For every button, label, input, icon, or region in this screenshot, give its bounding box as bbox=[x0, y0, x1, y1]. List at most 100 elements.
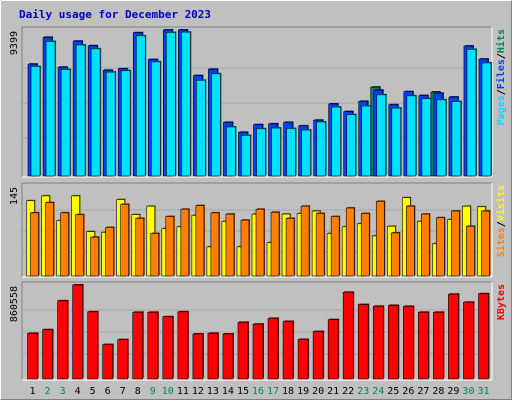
bar-pages bbox=[150, 61, 161, 177]
bar-pages bbox=[466, 48, 477, 177]
bar-sites bbox=[75, 214, 84, 277]
x-tick-label: 9 bbox=[150, 386, 156, 397]
bar-kbytes bbox=[72, 284, 83, 380]
bar-sites bbox=[481, 210, 490, 277]
bar-kbytes bbox=[372, 306, 384, 380]
bar-pages bbox=[45, 41, 56, 177]
bar-kbytes bbox=[192, 333, 204, 380]
x-tick-label: 3 bbox=[60, 386, 66, 397]
bar-pages bbox=[436, 99, 447, 177]
bar-kbytes bbox=[267, 318, 279, 380]
x-tick-label: 13 bbox=[207, 386, 219, 397]
x-tick-label: 31 bbox=[477, 386, 489, 397]
bar-pages bbox=[75, 44, 86, 177]
bar-kbytes bbox=[27, 333, 38, 380]
bar-sites bbox=[451, 210, 460, 277]
bar-sites bbox=[375, 201, 385, 277]
bar-pages bbox=[346, 114, 356, 177]
legend-entry-pages: Pages bbox=[496, 95, 507, 125]
bar-kbytes bbox=[252, 323, 264, 380]
bar-sites bbox=[255, 208, 265, 277]
legend-entry-hits: Hits bbox=[495, 29, 507, 53]
bar-kbytes bbox=[162, 316, 174, 380]
bar-sites bbox=[406, 205, 415, 277]
bar-sites bbox=[345, 207, 355, 277]
bar-pages bbox=[105, 71, 116, 177]
bar-sites bbox=[30, 212, 39, 277]
bar-kbytes bbox=[207, 333, 219, 380]
bar-kbytes bbox=[222, 333, 234, 380]
bar-sites bbox=[195, 205, 205, 277]
x-tick-label: 1 bbox=[30, 386, 36, 397]
bar-sites bbox=[180, 208, 190, 277]
bar-kbytes bbox=[357, 304, 369, 380]
bar-sites bbox=[300, 205, 310, 277]
bar-kbytes bbox=[433, 311, 444, 380]
bar-kbytes bbox=[342, 291, 354, 380]
bar-pages bbox=[316, 121, 326, 177]
bar-pages bbox=[241, 135, 251, 177]
bar-pages bbox=[481, 62, 492, 177]
x-tick-label: 26 bbox=[402, 386, 414, 397]
bar-pages bbox=[135, 35, 146, 177]
bar-pages bbox=[406, 95, 417, 177]
bar-kbytes bbox=[87, 311, 98, 380]
bar-pages bbox=[120, 70, 131, 177]
x-tick-label: 18 bbox=[282, 386, 294, 397]
bar-sites bbox=[390, 232, 400, 277]
legend-separator: / bbox=[496, 53, 507, 59]
x-tick-label: 8 bbox=[135, 386, 141, 397]
bar-kbytes bbox=[117, 339, 129, 380]
legend-separator: / bbox=[496, 221, 507, 227]
bar-kbytes bbox=[327, 319, 339, 380]
bar-kbytes bbox=[418, 311, 429, 380]
x-tick-label: 20 bbox=[312, 386, 324, 397]
bar-kbytes bbox=[463, 301, 474, 380]
x-tick-label: 25 bbox=[387, 386, 399, 397]
bar-sites bbox=[210, 212, 220, 277]
bar-pages bbox=[90, 48, 101, 177]
x-tick-label: 12 bbox=[192, 386, 204, 397]
x-tick-label: 11 bbox=[177, 386, 189, 397]
x-tick-label: 2 bbox=[45, 386, 51, 397]
bar-sites bbox=[150, 233, 160, 277]
bar-pages bbox=[60, 69, 71, 177]
bar-pages bbox=[391, 107, 402, 177]
bar-sites bbox=[60, 212, 69, 277]
bar-kbytes bbox=[237, 322, 249, 380]
bar-pages bbox=[30, 66, 41, 177]
bar-kbytes bbox=[282, 321, 294, 380]
bar-kbytes bbox=[57, 300, 68, 380]
legend-entry-sites: Sites bbox=[495, 227, 507, 257]
chart-title: Daily usage for December 2023 bbox=[19, 8, 212, 21]
bar-sites bbox=[330, 216, 340, 277]
bar-sites bbox=[270, 211, 280, 277]
x-tick-label: 14 bbox=[222, 386, 234, 397]
x-tick-label: 28 bbox=[432, 386, 444, 397]
bar-sites bbox=[240, 219, 250, 277]
bar-pages bbox=[286, 128, 296, 177]
x-tick-label: 19 bbox=[297, 386, 309, 397]
bar-pages bbox=[226, 126, 236, 177]
x-tick-label: 4 bbox=[75, 386, 81, 397]
bar-kbytes bbox=[478, 293, 489, 380]
bar-kbytes bbox=[132, 311, 144, 380]
bar-kbytes bbox=[448, 293, 459, 380]
x-tick-label: 30 bbox=[462, 386, 474, 397]
x-tick-label: 15 bbox=[237, 386, 249, 397]
bar-sites bbox=[120, 204, 130, 277]
bar-pages bbox=[361, 105, 372, 177]
x-tick-label: 29 bbox=[447, 386, 459, 397]
bar-pages bbox=[271, 127, 281, 177]
legend: KBytes bbox=[496, 284, 507, 320]
bar-sites bbox=[315, 213, 325, 277]
legend-entry-kbytes: KBytes bbox=[496, 284, 507, 320]
bar-sites bbox=[225, 213, 235, 277]
axis-max-label: 9399 bbox=[9, 31, 20, 55]
bar-kbytes bbox=[147, 311, 159, 380]
axis-max-label: 145 bbox=[9, 187, 20, 205]
bar-pages bbox=[256, 128, 266, 177]
bar-sites bbox=[285, 218, 295, 277]
